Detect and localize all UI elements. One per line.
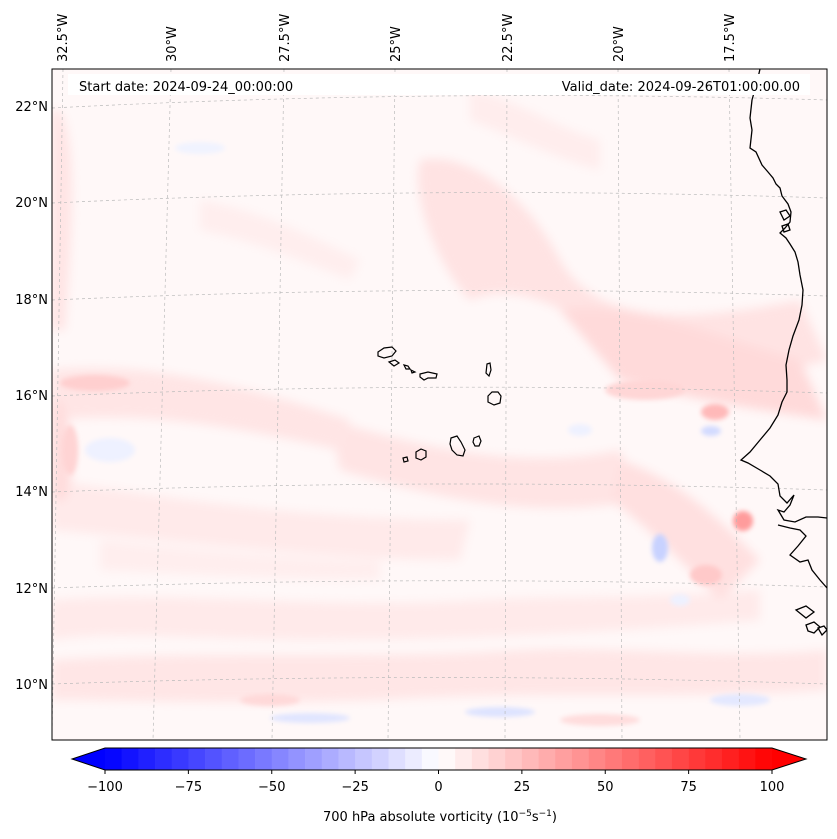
colorbar-cell <box>288 748 306 770</box>
colorbar-tick-label: 100 <box>760 780 785 795</box>
colorbar-tick-label: 25 <box>514 780 531 795</box>
colorbar-cell <box>238 748 256 770</box>
colorbar-cell <box>305 748 323 770</box>
lon-label-32.5W: 32.5°W <box>56 14 71 62</box>
colorbar-cell <box>155 748 173 770</box>
colorbar-cell <box>205 748 223 770</box>
lat-label-14N: 14°N <box>15 485 48 500</box>
colorbar-cell <box>255 748 273 770</box>
colorbar-cell <box>721 748 739 770</box>
lat-label-16N: 16°N <box>15 389 48 404</box>
colorbar-tick-label: 0 <box>434 780 442 795</box>
lat-label-10N: 10°N <box>15 678 48 693</box>
west-africa-coastline <box>739 69 827 637</box>
cape-verde-islands <box>377 346 502 463</box>
colorbar-cell <box>121 748 139 770</box>
colorbar-cell <box>588 748 606 770</box>
lat-label-18N: 18°N <box>15 293 48 308</box>
colorbar-cell <box>271 748 289 770</box>
lon-label-27.5W: 27.5°W <box>278 14 293 62</box>
lon-label-22.5W: 22.5°W <box>501 14 516 62</box>
colorbar-cell <box>338 748 356 770</box>
colorbar-cell <box>738 748 756 770</box>
lon-label-25W: 25°W <box>389 26 404 62</box>
colorbar-tick-label: 50 <box>597 780 614 795</box>
colorbar-cell <box>688 748 706 770</box>
colorbar-cell <box>188 748 206 770</box>
colorbar-cell <box>755 748 773 770</box>
colorbar-cell <box>521 748 539 770</box>
colorbar-tick-label: 75 <box>680 780 697 795</box>
colorbar-cells <box>72 748 806 770</box>
colorbar-cell <box>371 748 389 770</box>
colorbar-cell <box>105 748 122 770</box>
colorbar-cell <box>421 748 439 770</box>
colorbar-tick-label: −50 <box>258 780 285 795</box>
start-date-text: Start date: 2024-09-24_00:00:00 <box>79 80 293 95</box>
colorbar-cell <box>138 748 156 770</box>
map-frame <box>51 68 828 741</box>
latitude-labels: 22°N 20°N 18°N 16°N 14°N 12°N 10°N <box>15 100 48 693</box>
colorbar-cell <box>505 748 523 770</box>
vorticity-field <box>52 69 827 740</box>
lon-label-17.5W: 17.5°W <box>723 14 738 62</box>
parallel-gridlines <box>52 95 827 685</box>
colorbar-cell <box>621 748 639 770</box>
colorbar-cell <box>388 748 406 770</box>
info-band <box>68 74 810 95</box>
colorbar-tick-label: −75 <box>175 780 202 795</box>
colorbar-cell <box>438 748 456 770</box>
longitude-labels: 32.5°W 30°W 27.5°W 25°W 22.5°W 20°W 17.5… <box>56 14 738 62</box>
colorbar-cell <box>455 748 473 770</box>
colorbar-cell <box>471 748 489 770</box>
colorbar-cell <box>405 748 423 770</box>
lon-label-20W: 20°W <box>612 26 627 62</box>
colorbar-tick-label: −25 <box>341 780 368 795</box>
colorbar-cell <box>538 748 556 770</box>
colorbar-cell <box>555 748 573 770</box>
colorbar-cell <box>705 748 723 770</box>
colorbar-cell <box>355 748 373 770</box>
colorbar-cell <box>671 748 689 770</box>
valid-date-text: Valid_date: 2024-09-26T01:00:00.00 <box>562 80 800 95</box>
lon-label-30W: 30°W <box>165 26 180 62</box>
colorbar: −100 −75 −50 −25 0 25 50 75 100 700 hPa absolute… <box>70 747 808 825</box>
colorbar-cell <box>221 748 239 770</box>
colorbar-cell <box>488 748 506 770</box>
colorbar-extend-max <box>772 748 806 770</box>
colorbar-cell <box>571 748 589 770</box>
colorbar-ticks: −100 −75 −50 −25 0 25 50 75 100 <box>87 770 784 795</box>
meridian-gridlines <box>52 69 741 740</box>
colorbar-tick-label: −100 <box>87 780 123 795</box>
colorbar-extend-min <box>72 748 105 770</box>
lat-label-22N: 22°N <box>15 100 48 115</box>
colorbar-label: 700 hPa absolute vorticity (10−5s−1) <box>323 809 557 825</box>
colorbar-cell <box>638 748 656 770</box>
lat-label-12N: 12°N <box>15 582 48 597</box>
colorbar-cell <box>605 748 623 770</box>
colorbar-cell <box>321 748 339 770</box>
colorbar-cell <box>171 748 189 770</box>
map-panel <box>51 68 828 741</box>
lat-label-20N: 20°N <box>15 196 48 211</box>
colorbar-cell <box>655 748 673 770</box>
